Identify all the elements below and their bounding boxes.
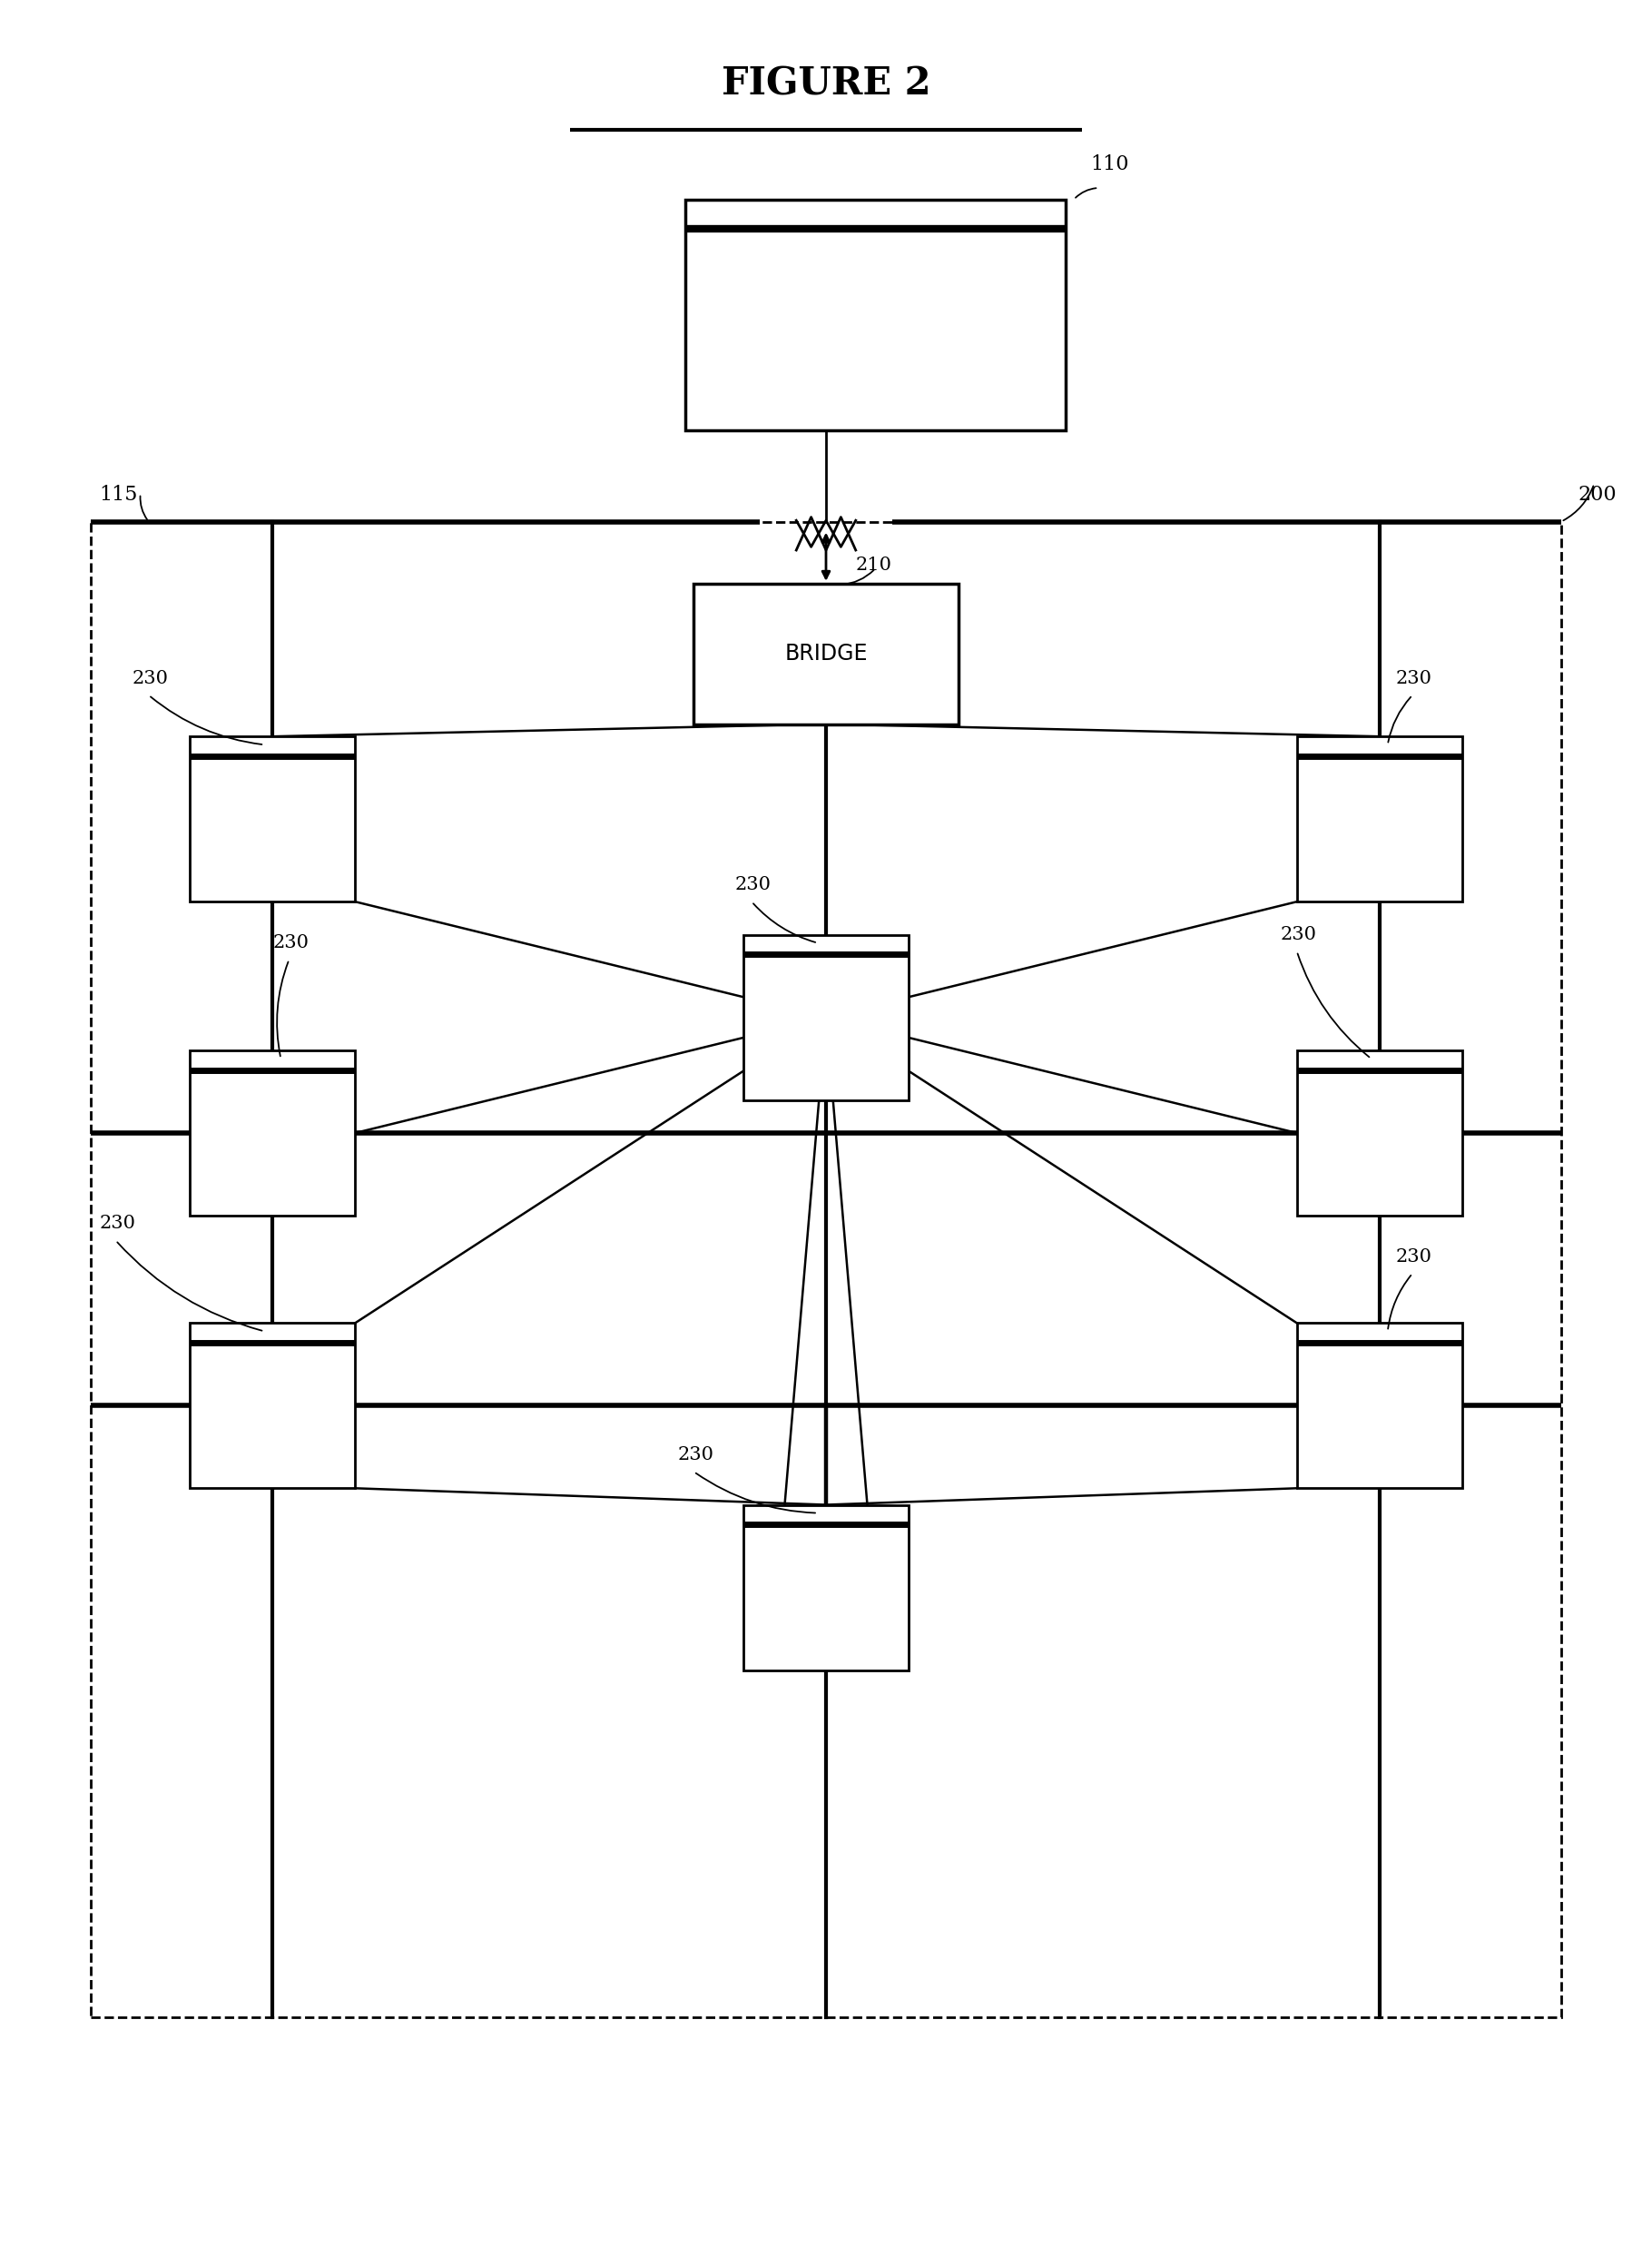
Bar [686, 199, 1066, 431]
Text: 230: 230 [1396, 671, 1432, 687]
Bar [190, 1051, 355, 1215]
Bar [91, 521, 1561, 2017]
Bar [694, 585, 958, 725]
Text: 230: 230 [273, 934, 309, 952]
Text: 210: 210 [856, 557, 892, 573]
Bar [743, 1505, 909, 1670]
Text: 230: 230 [735, 877, 771, 893]
Text: FIGURE 2: FIGURE 2 [722, 66, 930, 102]
Bar [190, 736, 355, 902]
Text: 110: 110 [1090, 154, 1128, 174]
Text: 230: 230 [1280, 927, 1317, 943]
Text: 200: 200 [1578, 485, 1616, 505]
Bar [743, 934, 909, 1099]
Bar [1297, 1323, 1462, 1489]
Bar [190, 1323, 355, 1489]
Text: 230: 230 [132, 671, 169, 687]
Bar [1297, 736, 1462, 902]
Text: BRIDGE: BRIDGE [785, 644, 867, 664]
Text: 230: 230 [99, 1215, 135, 1233]
Text: 115: 115 [99, 485, 137, 505]
Bar [1297, 1051, 1462, 1215]
Text: 230: 230 [677, 1446, 714, 1464]
Text: 230: 230 [1396, 1249, 1432, 1264]
